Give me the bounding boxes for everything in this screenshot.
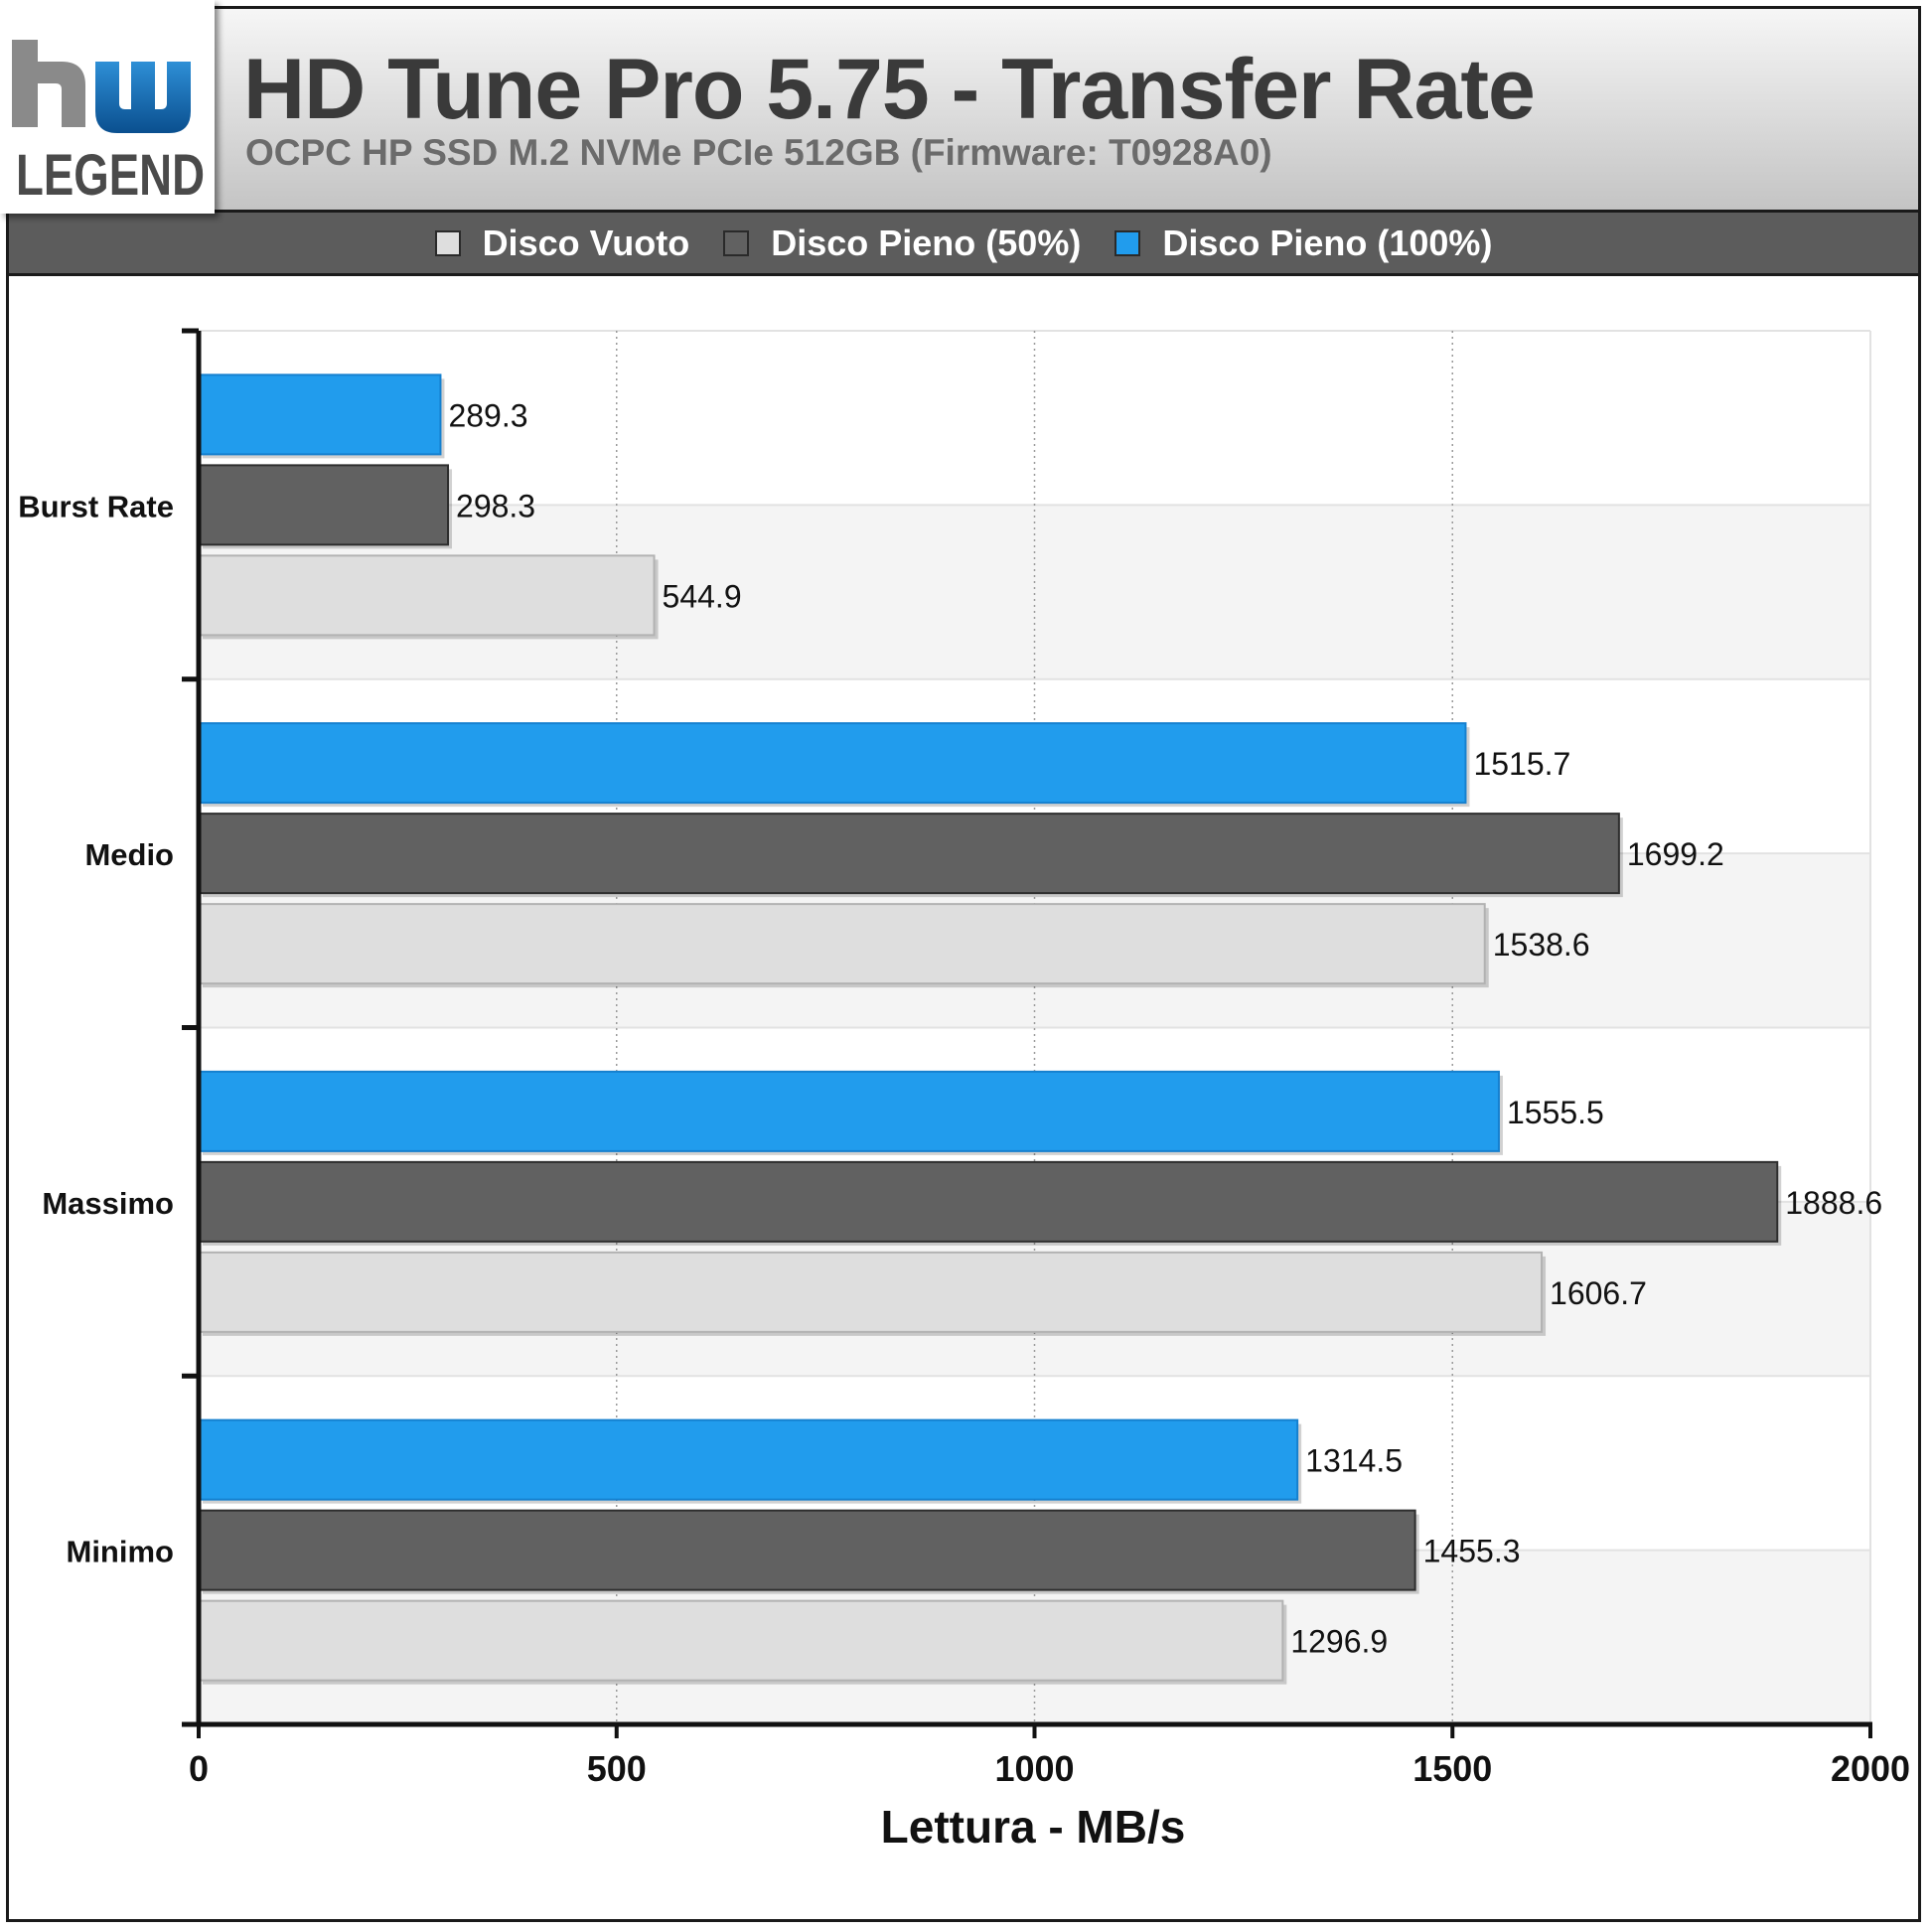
value-label: 1515.7 [1473, 746, 1570, 782]
logo-stroke-h [12, 40, 38, 127]
legend-item-disco-pieno-50: Disco Pieno (50%) [723, 223, 1081, 264]
bar-burst-rate-disco-pieno-50 [198, 464, 450, 546]
bar-medio-disco-vuoto [198, 903, 1486, 985]
value-labels: 289.3 298.3 544.9 1515.7 1699.2 1538.6 1555.5 1… [448, 397, 1882, 1659]
x-tick-label: 1000 [994, 1748, 1074, 1789]
bar-burst-rate-disco-vuoto [198, 554, 656, 637]
chart-title: HD Tune Pro 5.75 - Transfer Rate [243, 42, 1536, 137]
legend-swatch-disco-pieno-100 [1114, 229, 1141, 256]
bar-minimo-disco-pieno-100 [198, 1418, 1299, 1501]
category-label: Burst Rate [18, 489, 174, 523]
value-label: 1699.2 [1627, 836, 1724, 872]
legend: Disco Vuoto Disco Pieno (50%) Disco Pien… [9, 213, 1918, 276]
chart-header: HD Tune Pro 5.75 - Transfer Rate OCPC HP… [9, 9, 1918, 213]
bar-burst-rate-disco-pieno-100 [198, 373, 442, 456]
axes [182, 328, 1872, 1738]
value-label: 298.3 [456, 488, 535, 523]
legend-item-disco-pieno-100: Disco Pieno (100%) [1114, 223, 1492, 264]
x-tick-label: 500 [587, 1748, 647, 1789]
value-label: 1538.6 [1493, 927, 1590, 963]
value-label: 1296.9 [1290, 1624, 1388, 1660]
value-label: 1555.5 [1507, 1095, 1604, 1130]
x-axis-label: Lettura - MB/s [881, 1801, 1186, 1853]
value-label: 1888.6 [1785, 1185, 1882, 1221]
chart-subtitle: OCPC HP SSD M.2 NVMe PCIe 512GB (Firmwar… [245, 132, 1272, 173]
x-tick-label: 1500 [1412, 1748, 1492, 1789]
x-tick-labels: 0 500 1000 1500 2000 [189, 1748, 1910, 1789]
value-label: 289.3 [448, 397, 527, 433]
bar-minimo-disco-vuoto [198, 1599, 1284, 1682]
logo-stroke-w [95, 62, 191, 133]
bar-massimo-disco-pieno-50 [198, 1160, 1779, 1243]
bar-medio-disco-pieno-100 [198, 722, 1467, 805]
logo-stroke-h-arch [38, 62, 85, 127]
category-label: Massimo [42, 1186, 174, 1221]
value-label: 1606.7 [1550, 1275, 1647, 1311]
legend-item-disco-vuoto: Disco Vuoto [434, 222, 690, 264]
category-labels: Burst Rate Medio Massimo Minimo [18, 489, 174, 1568]
legend-swatch-disco-vuoto [434, 229, 461, 256]
value-label: 1455.3 [1423, 1534, 1521, 1569]
logo-text: LEGEND [16, 143, 205, 208]
x-tick-label: 0 [189, 1748, 209, 1789]
legend-swatch-disco-pieno-50 [723, 229, 750, 256]
legend-label-disco-pieno-100: Disco Pieno (100%) [1162, 222, 1493, 263]
category-label: Minimo [67, 1535, 175, 1569]
bar-massimo-disco-pieno-100 [198, 1070, 1500, 1152]
value-label: 544.9 [663, 578, 742, 614]
site-logo: LEGEND [0, 0, 215, 214]
bar-massimo-disco-vuoto [198, 1251, 1544, 1333]
bar-medio-disco-pieno-50 [198, 813, 1620, 895]
legend-label-disco-pieno-50: Disco Pieno (50%) [771, 222, 1082, 263]
category-label: Medio [84, 837, 174, 872]
logo-graphic: LEGEND [12, 40, 205, 208]
bars [198, 373, 1782, 1685]
bar-minimo-disco-pieno-50 [198, 1509, 1416, 1591]
legend-label-disco-vuoto: Disco Vuoto [482, 222, 690, 263]
x-tick-label: 2000 [1831, 1748, 1910, 1789]
value-label: 1314.5 [1305, 1443, 1403, 1479]
